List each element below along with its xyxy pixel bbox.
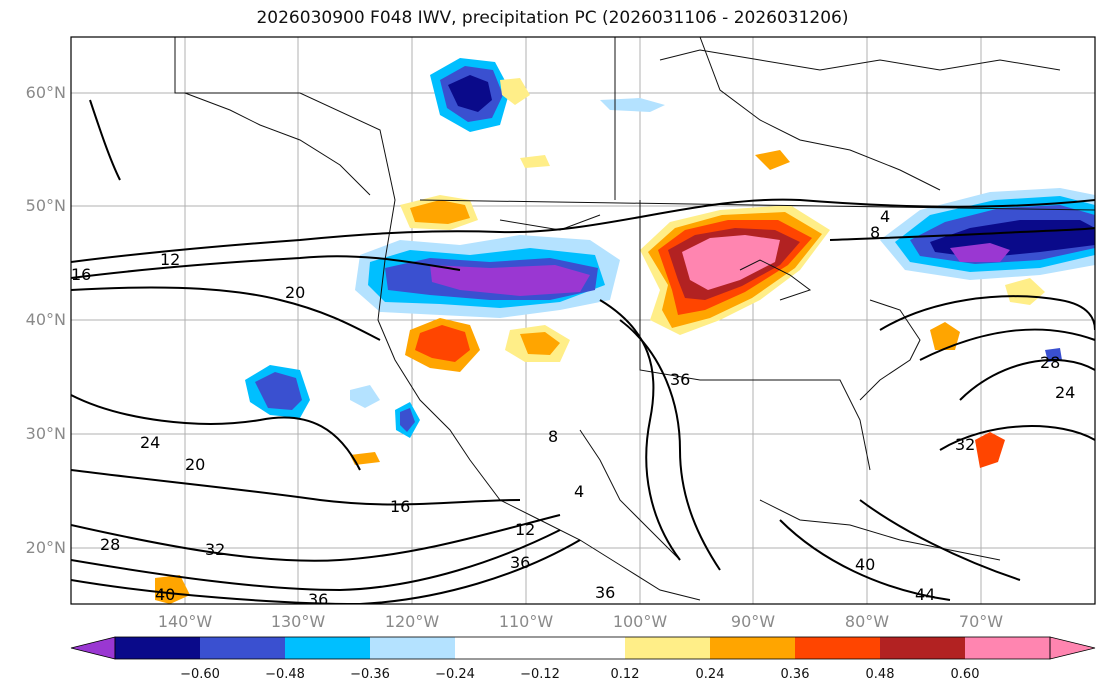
lat-label: 50°N bbox=[25, 196, 66, 215]
colorbar-tick-label: −0.12 bbox=[520, 667, 560, 682]
lon-label: 80°W bbox=[844, 612, 890, 631]
colorbar-tick-label: 0.24 bbox=[695, 667, 725, 682]
colorbar-tick-label: 0.60 bbox=[950, 667, 980, 682]
contour-label: 40 bbox=[855, 555, 875, 574]
colorbar-segment bbox=[1049, 636, 1096, 660]
contour-label: 4 bbox=[574, 482, 584, 501]
lon-label: 140°W bbox=[157, 612, 213, 631]
contour-label: 20 bbox=[285, 283, 305, 302]
colorbar-tick-label: −0.24 bbox=[435, 667, 475, 682]
colorbar-segment bbox=[625, 637, 710, 659]
colorbar-tick-label: 0.12 bbox=[610, 667, 640, 682]
colorbar-outline bbox=[114, 636, 1051, 660]
lon-label: 70°W bbox=[958, 612, 1004, 631]
contour-labels: 4 8 12 16 20 24 28 32 36 40 44 12 16 20 … bbox=[71, 207, 1075, 609]
lon-label: 100°W bbox=[612, 612, 668, 631]
colorbar-segment bbox=[200, 637, 285, 659]
colorbar-segment bbox=[540, 637, 625, 659]
lon-label: 90°W bbox=[730, 612, 776, 631]
lat-label: 30°N bbox=[25, 424, 66, 443]
contour-label: 40 bbox=[155, 585, 175, 604]
colorbar-segment bbox=[965, 637, 1050, 659]
contour-label: 16 bbox=[390, 497, 410, 516]
contour-label: 24 bbox=[140, 433, 160, 452]
lat-label: 20°N bbox=[25, 538, 66, 557]
contour-label: 32 bbox=[205, 540, 225, 559]
colorbar bbox=[70, 636, 1096, 660]
lon-label: 110°W bbox=[498, 612, 554, 631]
colorbar-segment bbox=[880, 637, 965, 659]
colorbar-segment bbox=[455, 637, 540, 659]
contour-label: 20 bbox=[185, 455, 205, 474]
contour-label: 8 bbox=[548, 427, 558, 446]
colorbar-segment bbox=[285, 637, 370, 659]
contour-label: 16 bbox=[71, 265, 91, 284]
colorbar-segment bbox=[795, 637, 880, 659]
contour-label: 36 bbox=[510, 553, 530, 572]
contour-label: 36 bbox=[595, 583, 615, 602]
contour-label: 44 bbox=[915, 585, 935, 604]
contour-label: 28 bbox=[1040, 353, 1060, 372]
contour-label: 32 bbox=[955, 435, 975, 454]
precip-shading bbox=[155, 58, 1095, 604]
colorbar-segment bbox=[370, 637, 455, 659]
colorbar-tick-label: −0.60 bbox=[180, 667, 220, 682]
contour-label: 8 bbox=[870, 223, 880, 242]
contour-label: 36 bbox=[670, 370, 690, 389]
contour-label: 4 bbox=[880, 207, 890, 226]
lon-label: 120°W bbox=[384, 612, 440, 631]
iwv-contours bbox=[71, 99, 1095, 604]
colorbar-segment bbox=[115, 637, 200, 659]
lon-label: 130°W bbox=[270, 612, 326, 631]
figure-title: 2026030900 F048 IWV, precipitation PC (2… bbox=[256, 8, 849, 28]
contour-label: 36 bbox=[308, 590, 328, 609]
colorbar-tick-label: −0.36 bbox=[350, 667, 390, 682]
contour-label: 24 bbox=[1055, 383, 1075, 402]
colorbar-tick-label: 0.48 bbox=[865, 667, 895, 682]
colorbar-segment bbox=[70, 636, 116, 660]
colorbar-tick-label: 0.36 bbox=[780, 667, 810, 682]
lat-label: 60°N bbox=[25, 83, 66, 102]
colorbar-segment bbox=[710, 637, 795, 659]
contour-label: 12 bbox=[160, 250, 180, 269]
lat-label: 40°N bbox=[25, 310, 66, 329]
map-border bbox=[70, 36, 1096, 605]
coastlines bbox=[174, 37, 1095, 601]
contour-label: 12 bbox=[515, 520, 535, 539]
colorbar-tick-label: −0.48 bbox=[265, 667, 305, 682]
contour-label: 28 bbox=[100, 535, 120, 554]
